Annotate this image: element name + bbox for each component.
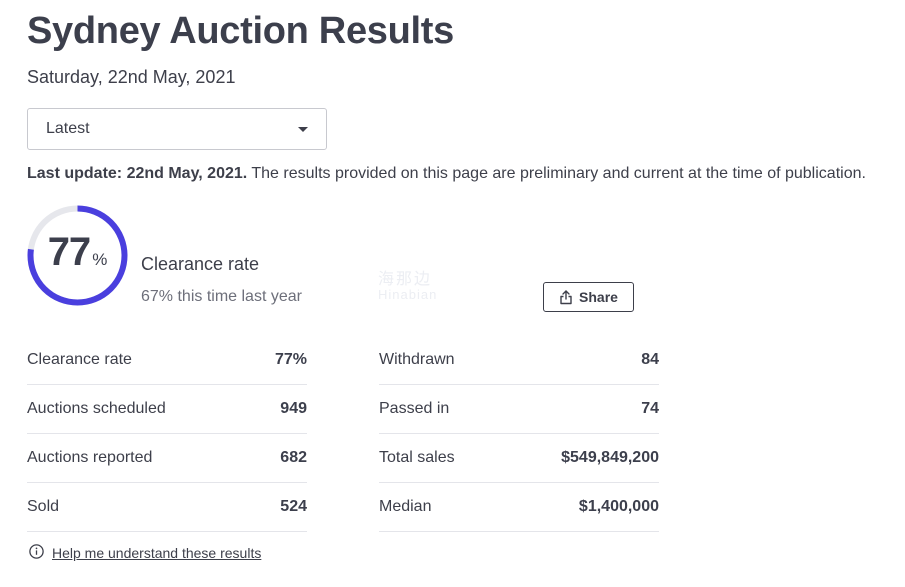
stat-label: Total sales (379, 449, 455, 466)
stat-row: Median $1,400,000 (379, 483, 659, 532)
last-update-date: Last update: 22nd May, 2021. (27, 165, 248, 182)
last-update-note: Last update: 22nd May, 2021. The results… (27, 165, 866, 183)
stat-label: Auctions scheduled (27, 400, 166, 417)
stat-label: Sold (27, 498, 60, 515)
stat-row: Total sales $549,849,200 (379, 434, 659, 483)
watermark-en: Hinabian (378, 287, 438, 302)
auction-date: Saturday, 22nd May, 2021 (27, 67, 236, 87)
stat-row: Auctions reported 682 (27, 434, 307, 483)
clearance-rate-gauge (27, 205, 128, 306)
stat-value: 77% (274, 351, 307, 368)
stat-value: 682 (280, 449, 307, 466)
stat-value: $1,400,000 (578, 498, 659, 515)
stat-label: Passed in (379, 400, 450, 417)
chevron-down-icon (298, 127, 308, 132)
stats-table-right: Withdrawn 84 Passed in 74 Total sales $549,… (379, 336, 659, 532)
clearance-rate-last-year: 67% this time last year (141, 288, 302, 305)
stat-row: Passed in 74 (379, 385, 659, 434)
stat-label: Withdrawn (379, 351, 455, 368)
stat-value: $549,849,200 (561, 449, 659, 466)
page-title: Sydney Auction Results (27, 10, 454, 52)
stat-label: Median (379, 498, 432, 515)
results-period-select[interactable]: Latest (27, 108, 327, 150)
watermark: 海那边 Hinabian (378, 271, 438, 303)
results-period-value: Latest (46, 120, 90, 137)
stat-row: Withdrawn 84 (379, 336, 659, 385)
gauge-fill (27, 205, 128, 306)
last-update-text: The results provided on this page are pr… (247, 165, 866, 182)
info-icon (29, 544, 44, 562)
stats-table-left: Clearance rate 77% Auctions scheduled 949 … (27, 336, 307, 532)
stat-label: Clearance rate (27, 351, 132, 368)
share-button[interactable]: Share (543, 282, 634, 312)
help-link[interactable]: Help me understand these results (29, 544, 261, 562)
share-icon (559, 289, 573, 305)
share-label: Share (579, 289, 618, 305)
stat-value: 949 (280, 400, 307, 417)
stat-row: Auctions scheduled 949 (27, 385, 307, 434)
stat-row: Sold 524 (27, 483, 307, 532)
stat-row: Clearance rate 77% (27, 336, 307, 385)
gauge-percent-sign: % (92, 250, 108, 269)
stat-value: 524 (280, 498, 307, 515)
clearance-rate-label: Clearance rate (141, 254, 260, 274)
stat-label: Auctions reported (27, 449, 153, 466)
help-link-label: Help me understand these results (52, 545, 262, 561)
gauge-value: 77% (25, 230, 130, 275)
stat-value: 74 (641, 400, 659, 417)
stat-value: 84 (641, 351, 659, 368)
watermark-cn: 海那边 (378, 271, 433, 288)
gauge-number: 77 (47, 230, 91, 274)
